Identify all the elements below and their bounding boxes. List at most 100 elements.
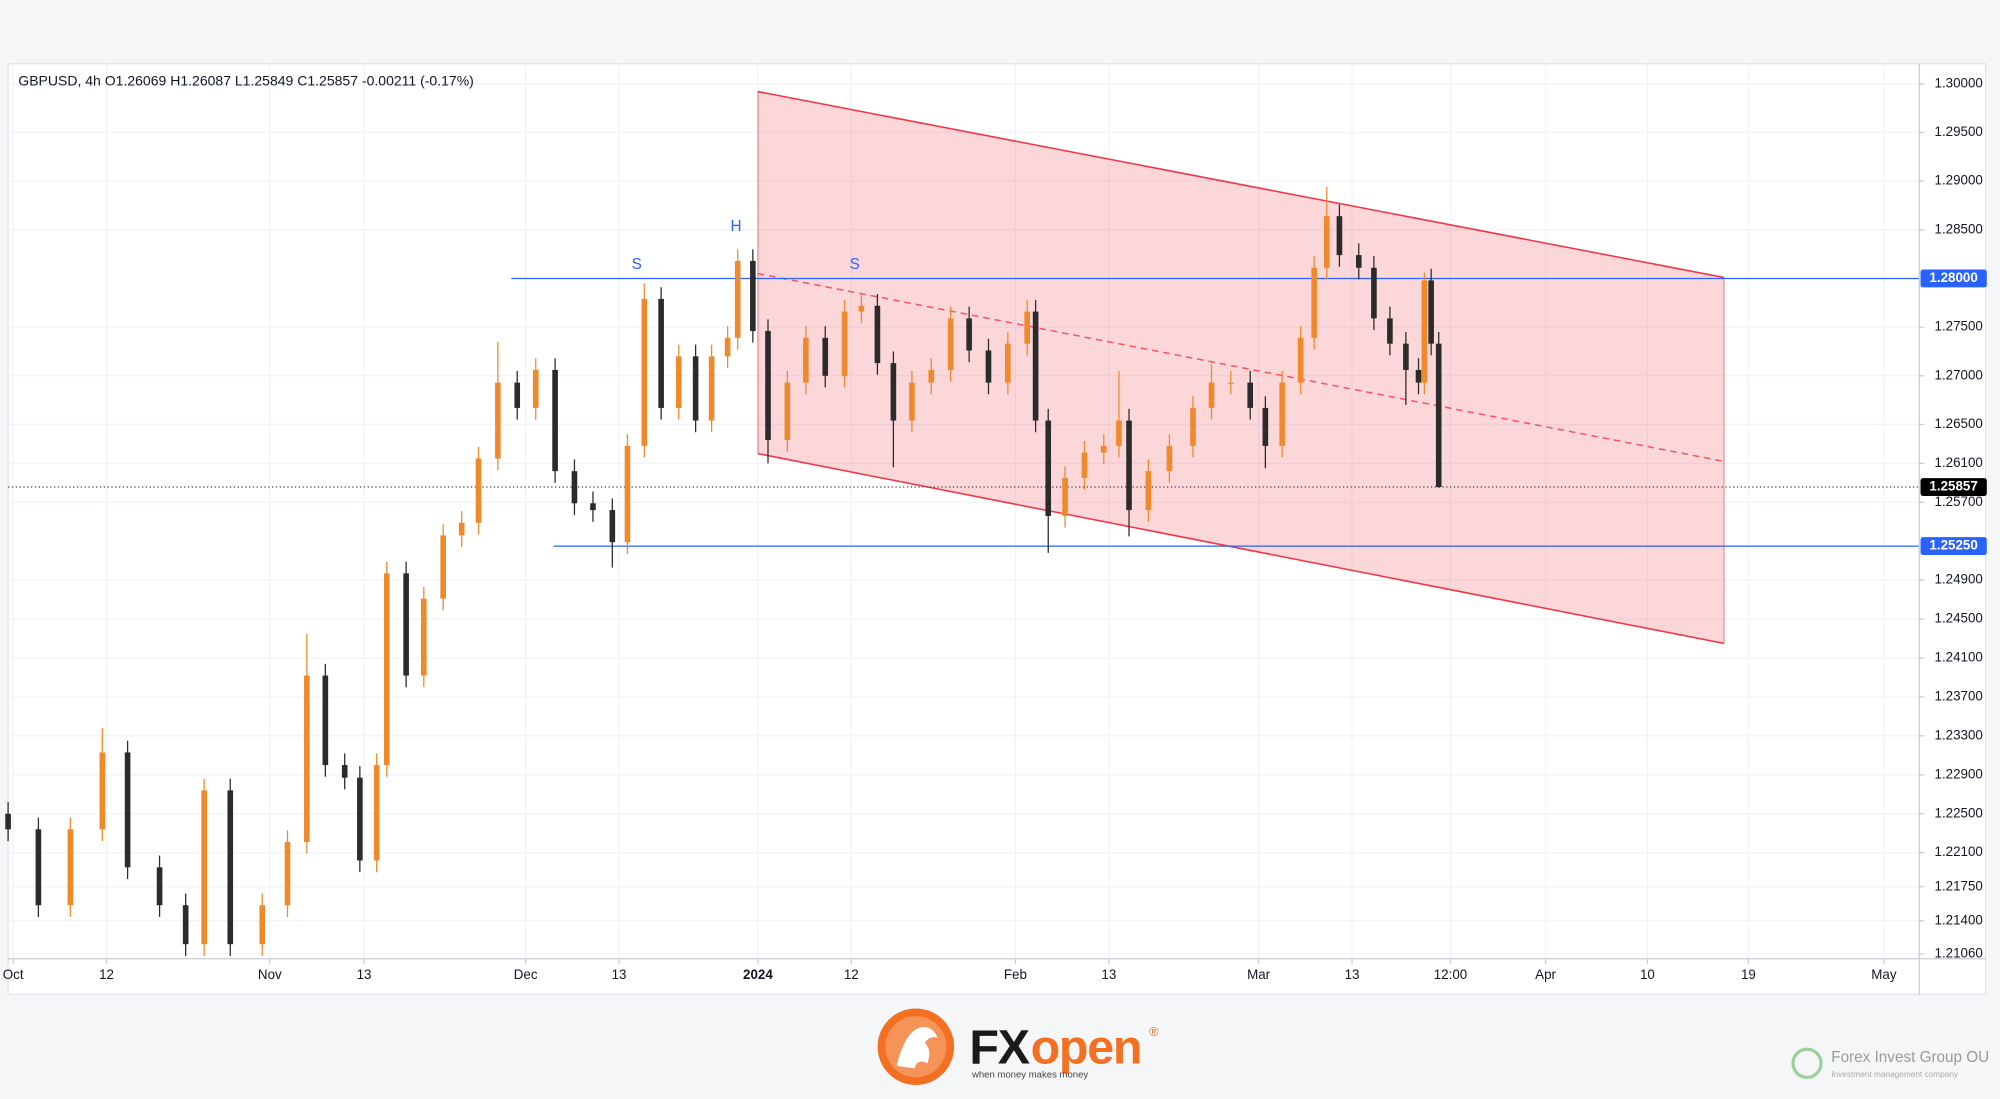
logo-open: open — [1031, 1020, 1142, 1074]
footer-logo: FX open ® when money makes money — [877, 1008, 1159, 1085]
candle-body — [1126, 420, 1132, 511]
candle-body — [495, 382, 501, 459]
candle-body — [658, 298, 664, 408]
candle-body — [1435, 343, 1442, 488]
candle-body — [1062, 477, 1068, 516]
candle-body — [590, 503, 596, 511]
y-tick-label: 1.24900 — [1935, 572, 1983, 587]
candle-body — [201, 790, 207, 945]
y-tick-label: 1.24100 — [1935, 650, 1983, 665]
x-tick-label: 12 — [844, 967, 859, 982]
candle-body — [890, 363, 897, 421]
candle-body — [1262, 407, 1269, 446]
y-tick-label: 1.27000 — [1935, 367, 1983, 382]
pattern-label: H — [731, 218, 742, 235]
company-name: Forex Invest Group OU — [1831, 1049, 1989, 1066]
candle-body — [67, 829, 74, 906]
y-tick-label: 1.26500 — [1935, 416, 1983, 431]
candle-body — [1081, 452, 1088, 478]
level-label-box — [1920, 537, 1987, 556]
candle-body — [1421, 280, 1428, 383]
candle-body — [1228, 382, 1234, 384]
candle-body — [1279, 382, 1285, 446]
candle-body — [1024, 311, 1031, 344]
x-tick-label: Nov — [258, 967, 282, 982]
y-tick-label: 1.21750 — [1935, 878, 1983, 893]
candle-body — [124, 752, 131, 868]
pattern-label: S — [850, 256, 860, 273]
candle-body — [1428, 280, 1434, 344]
logo-fx: FX — [969, 1020, 1029, 1074]
candles — [5, 186, 1442, 956]
level-label: 1.28000 — [1929, 270, 1977, 285]
chart-panel — [7, 63, 1987, 996]
candle-body — [928, 369, 935, 383]
level-label: 1.25250 — [1929, 538, 1977, 553]
candle-body — [156, 867, 163, 906]
candle-body — [458, 522, 465, 536]
candle-body — [383, 573, 390, 766]
candle-body — [1403, 343, 1409, 370]
company-sub: Investment management company — [1831, 1070, 1959, 1079]
candle-body — [421, 598, 427, 676]
x-tick-label: 13 — [1101, 967, 1116, 982]
candle-body — [692, 356, 699, 421]
x-tick-label: 13 — [1345, 967, 1360, 982]
x-tick-label: Dec — [514, 967, 538, 982]
candle-body — [609, 510, 616, 543]
candle-body — [259, 905, 266, 945]
channel-upper — [757, 90, 1725, 279]
x-tick-label: 12:00 — [1434, 967, 1467, 982]
candle-body — [1297, 337, 1304, 383]
channel-lower — [757, 452, 1725, 645]
x-tick-label: 2024 — [743, 967, 773, 982]
candle-body — [985, 350, 992, 383]
candle-body — [803, 337, 809, 383]
last-price-box — [1920, 478, 1987, 496]
y-tick-label: 1.23300 — [1935, 727, 1983, 742]
grid — [8, 63, 1920, 959]
candle-body — [1145, 471, 1152, 511]
candle-body — [841, 311, 848, 376]
candle-body — [1323, 216, 1330, 268]
x-tick-label: Mar — [1247, 967, 1271, 982]
candle-body — [641, 298, 648, 446]
candle-body — [1387, 318, 1393, 344]
x-tick-label: 10 — [1640, 967, 1655, 982]
candle-body — [1045, 420, 1052, 516]
y-tick-label: 1.22100 — [1935, 844, 1983, 859]
candle-body — [1190, 407, 1196, 446]
candle-body — [765, 331, 771, 441]
candle-body — [552, 369, 558, 472]
candle-body — [1311, 267, 1317, 338]
y-tick-label: 1.24500 — [1935, 611, 1983, 626]
drawings: S H S — [8, 90, 1920, 645]
pattern-label: S — [632, 256, 642, 273]
y-tick-label: 1.28500 — [1935, 221, 1983, 236]
y-tick-label: 1.29500 — [1935, 124, 1983, 139]
candle-body — [909, 382, 915, 421]
x-tick-label: May — [1871, 967, 1897, 982]
candle-body — [1032, 311, 1039, 421]
candle-body — [373, 765, 380, 861]
level-label-box — [1920, 269, 1987, 288]
candle-body — [357, 777, 363, 861]
footer-company: Forex Invest Group OU Investment managem… — [1791, 1047, 1989, 1079]
company-icon — [1791, 1047, 1823, 1079]
x-tick-label: Apr — [1535, 967, 1556, 982]
candle-body — [1166, 445, 1173, 472]
candle-body — [304, 675, 310, 842]
candle-body — [475, 458, 482, 523]
candle-body — [1247, 382, 1254, 408]
y-tick-label: 1.23700 — [1935, 688, 1983, 703]
chart-title: GBPUSD, 4h O1.26069 H1.26087 L1.25849 C1… — [18, 72, 474, 88]
x-tick-label: 19 — [1741, 967, 1756, 982]
candle-body — [1100, 445, 1107, 453]
y-tick-label: 1.21400 — [1935, 912, 1983, 927]
y-tick-label: 1.29000 — [1935, 173, 1983, 188]
candle-body — [784, 382, 791, 441]
candle-body — [675, 356, 682, 408]
candle-body — [1005, 343, 1011, 383]
